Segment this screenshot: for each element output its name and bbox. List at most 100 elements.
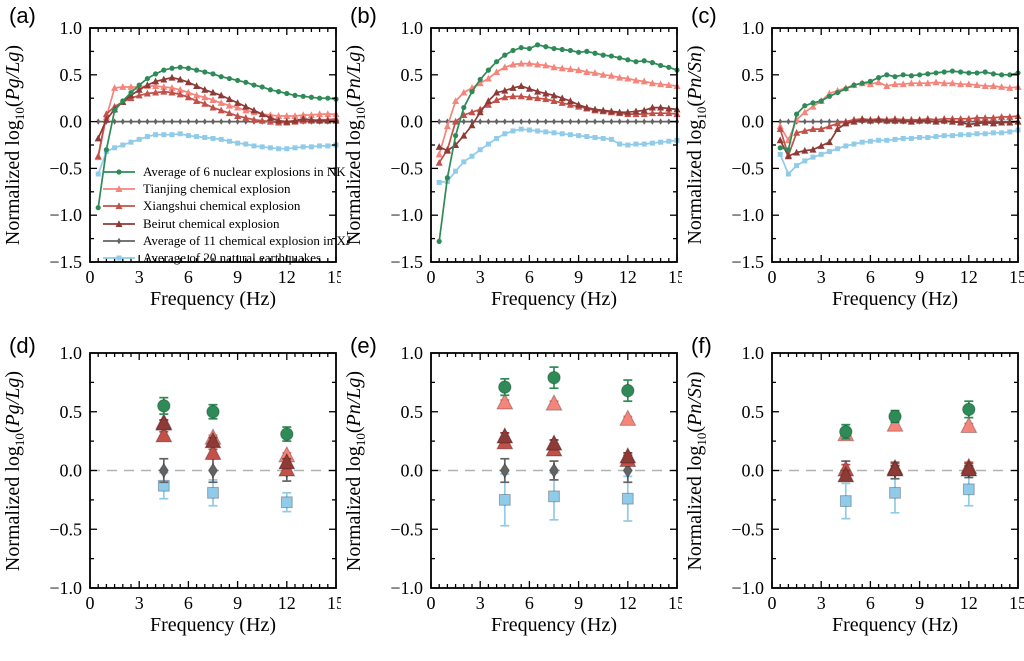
svg-text:3: 3	[135, 267, 144, 287]
svg-text:0.0: 0.0	[401, 112, 424, 132]
svg-text:12: 12	[278, 267, 296, 287]
svg-text:−1.0: −1.0	[731, 578, 764, 598]
x-axis-label: Frequency (Hz)	[490, 614, 618, 636]
svg-text:−1.0: −1.0	[390, 205, 423, 225]
axes-frame	[430, 352, 678, 589]
series-beirut	[155, 413, 296, 470]
svg-text:0: 0	[86, 593, 95, 613]
svg-text:−1.5: −1.5	[49, 252, 82, 272]
legend-label: Tianjing chemical explosion	[143, 180, 291, 196]
panel-letter-e: (e)	[350, 333, 377, 358]
y-axis-label: Normalized log10(Pn/Sn)	[684, 45, 709, 245]
svg-text:−0.5: −0.5	[731, 519, 764, 539]
svg-text:0.5: 0.5	[401, 65, 424, 85]
panel-letter-d: (d)	[9, 333, 36, 358]
series-nk	[157, 396, 294, 442]
plot-f: 0 3 6 9 12 15 −1.0 −0.5 0.0 0.5 1.0	[731, 343, 1024, 613]
svg-text:0.0: 0.0	[60, 461, 83, 481]
svg-text:0: 0	[768, 267, 777, 287]
svg-text:9: 9	[574, 267, 583, 287]
plot-e: 0 3 6 9 12 15 −1.0 −0.5 0.0 0.5 1.0	[390, 343, 682, 613]
svg-text:0: 0	[86, 267, 95, 287]
legend-label: Xiangshui chemical explosion	[143, 198, 301, 214]
x-axis-label: Frequency (Hz)	[831, 614, 959, 636]
plot-b: 0 3 6 9 12 15 −1.5 −1.0 −0.5 0.0 0.5 1.0	[390, 18, 682, 287]
series-beirut	[837, 459, 978, 483]
svg-text:0.0: 0.0	[742, 112, 765, 132]
legend-item-xj: Average of 11 chemical explosion in XJ	[102, 232, 351, 249]
axes-frame	[771, 27, 1019, 263]
square-marker-icon	[103, 255, 135, 261]
svg-text:1.0: 1.0	[742, 18, 765, 38]
series-beirut	[435, 82, 681, 154]
svg-text:−0.5: −0.5	[731, 158, 764, 178]
svg-text:15: 15	[668, 267, 682, 287]
svg-text:3: 3	[476, 593, 485, 613]
tick-labels: 0 3 6 9 12 15 −1.5 −1.0 −0.5 0.0 0.5 1.0	[390, 18, 682, 287]
svg-text:−1.0: −1.0	[49, 578, 82, 598]
y-axis-label: Normalized log10(Pn/Sn)	[684, 370, 709, 571]
axes-frame	[771, 352, 1019, 589]
svg-text:0.0: 0.0	[401, 461, 424, 481]
svg-text:15: 15	[327, 593, 341, 613]
svg-text:6: 6	[525, 593, 534, 613]
svg-text:15: 15	[668, 593, 682, 613]
series-nk	[95, 64, 339, 211]
svg-text:−1.5: −1.5	[731, 252, 764, 272]
svg-text:−1.0: −1.0	[390, 578, 423, 598]
svg-text:−0.5: −0.5	[49, 519, 82, 539]
plot-a: 0 3 6 9 12 15 −1.5 −1.0 −0.5 0.0 0.5 1.0	[49, 18, 341, 287]
svg-text:6: 6	[184, 593, 193, 613]
legend-label: Average of 11 chemical explosion in XJ	[143, 232, 351, 248]
svg-text:0.5: 0.5	[60, 65, 83, 85]
svg-text:12: 12	[619, 267, 637, 287]
series-nk	[498, 366, 635, 403]
series-beirut	[496, 426, 637, 464]
y-axis-label: Normalized log10(Pg/Lg)	[2, 370, 27, 571]
series-eq	[95, 131, 339, 177]
svg-text:3: 3	[817, 267, 826, 287]
svg-text:−0.5: −0.5	[390, 158, 423, 178]
series-tianjing	[837, 415, 978, 442]
axes-frame	[430, 27, 678, 263]
series-eq	[436, 126, 680, 185]
svg-text:0.5: 0.5	[60, 402, 83, 422]
svg-text:1.0: 1.0	[60, 18, 83, 38]
svg-text:0.0: 0.0	[742, 461, 765, 481]
series-eq	[157, 472, 293, 513]
legend-label: Average of 20 natural earthquakes	[143, 250, 322, 266]
diamond-marker-icon	[103, 237, 135, 245]
panel-b: (b) 0 3 6 9 12 15 −1.5 −1.0 −0.5 0.0 0.5 1.0 Normali…	[341, 0, 682, 330]
svg-text:6: 6	[525, 267, 534, 287]
svg-text:−1.5: −1.5	[390, 252, 423, 272]
svg-text:15: 15	[1009, 593, 1024, 613]
series-xiangshui	[155, 425, 296, 477]
svg-text:0.5: 0.5	[742, 65, 765, 85]
svg-text:1.0: 1.0	[401, 343, 424, 363]
panel-c: (c) 0 3 6 9 12 15 −1.5 −1.0 −0.5 0.0 0.5 1.0 Normali…	[682, 0, 1024, 330]
svg-text:6: 6	[184, 267, 193, 287]
svg-text:3: 3	[817, 593, 826, 613]
svg-text:12: 12	[960, 267, 978, 287]
tick-labels: 0 3 6 9 12 15 −1.5 −1.0 −0.5 0.0 0.5 1.0	[731, 18, 1024, 287]
svg-text:6: 6	[866, 267, 875, 287]
svg-text:12: 12	[960, 593, 978, 613]
svg-text:9: 9	[915, 267, 924, 287]
triangle-marker-icon	[103, 219, 135, 227]
tick-labels: 0 3 6 9 12 15 −1.0 −0.5 0.0 0.5 1.0	[49, 343, 341, 613]
panel-e: (e) 0 3 6 9 12 15 −1.0 −0.5 0.0 0.5 1.0 Normalized …	[341, 330, 682, 661]
axes-frame	[89, 27, 337, 263]
svg-text:0: 0	[427, 593, 436, 613]
circle-marker-icon	[103, 169, 135, 175]
panel-letter-a: (a)	[9, 3, 36, 28]
plot-c: 0 3 6 9 12 15 −1.5 −1.0 −0.5 0.0 0.5 1.0	[731, 18, 1024, 287]
panel-f: (f) 0 3 6 9 12 15 −1.0 −0.5 0.0 0.5 1.0 Normalized …	[682, 330, 1024, 661]
panel-letter-f: (f)	[691, 333, 712, 358]
y-axis-label: Normalized log10(Pg/Lg)	[2, 44, 27, 246]
series-tianjing	[155, 412, 296, 463]
svg-text:6: 6	[866, 593, 875, 613]
svg-text:9: 9	[915, 593, 924, 613]
svg-text:3: 3	[476, 267, 485, 287]
svg-text:0.5: 0.5	[742, 402, 765, 422]
